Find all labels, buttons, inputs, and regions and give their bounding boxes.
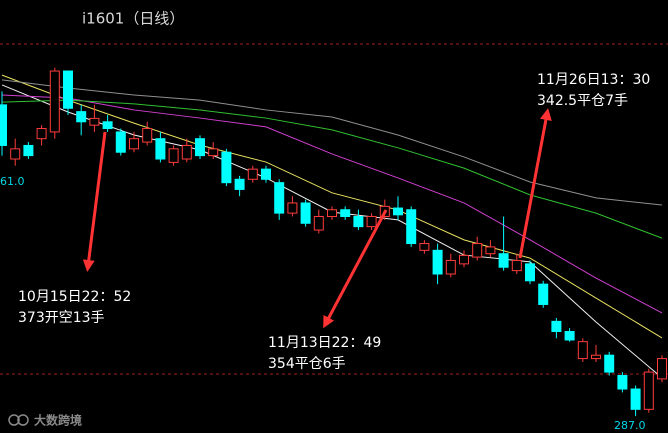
- candle-body: [511, 259, 522, 272]
- candle-body: [459, 254, 469, 265]
- candle-body: [551, 320, 562, 333]
- candle-body: [234, 178, 245, 190]
- candle-body: [340, 209, 351, 217]
- annotation-arrow: [82, 131, 107, 272]
- annotation-text: 10月15日22：52: [18, 289, 131, 305]
- candle-body: [604, 354, 615, 373]
- candle-body: [129, 138, 139, 150]
- candle-body: [393, 207, 403, 216]
- candle-body: [36, 128, 47, 140]
- moving-average: [1, 79, 663, 206]
- candle-body: [63, 70, 73, 109]
- annotation-text: 342.5平仓7手: [537, 93, 628, 109]
- annotation-arrow: [518, 108, 552, 259]
- moving-average: [1, 99, 663, 239]
- candle-body: [406, 209, 417, 245]
- candle-body: [102, 121, 113, 130]
- annotation-text: 354平仓6手: [268, 356, 346, 372]
- annotation-arrow: [323, 209, 388, 329]
- candle-body: [445, 259, 456, 275]
- candle-body: [577, 341, 588, 360]
- annotation-text: 373开空13手: [18, 310, 105, 326]
- candle-body: [485, 246, 496, 255]
- candle-body: [155, 138, 166, 160]
- candle-body: [195, 138, 205, 157]
- annotation-text: 11月26日13：30: [537, 72, 650, 88]
- candle-body: [274, 182, 285, 214]
- candle-body: [49, 70, 60, 133]
- candle-body: [657, 358, 667, 380]
- candle-body: [208, 148, 219, 157]
- candle-body: [564, 331, 575, 341]
- candle-body: [23, 144, 34, 157]
- chart-title: i1601（日线）: [82, 10, 184, 28]
- candle-body: [525, 263, 535, 282]
- moving-average: [1, 84, 663, 379]
- candle-body: [313, 216, 324, 231]
- candle-body: [168, 148, 179, 163]
- watermark-logo: [8, 414, 29, 426]
- candle-body: [76, 111, 87, 123]
- candle-body: [498, 253, 509, 268]
- candle-body: [591, 354, 601, 360]
- candle-body: [419, 243, 430, 251]
- annotation-text: 11月13日22：49: [268, 335, 381, 351]
- watermark: 大数跨境: [34, 413, 82, 428]
- candle-body: [630, 388, 641, 410]
- candle-body: [472, 243, 483, 258]
- candle-body: [432, 249, 443, 275]
- candle-body: [300, 202, 311, 224]
- candle-body: [142, 128, 153, 143]
- high-marker: 61.0: [0, 175, 25, 188]
- candle-body: [89, 117, 100, 126]
- candle-body: [181, 144, 192, 160]
- candle-body: [115, 131, 126, 153]
- candle-body: [287, 202, 298, 214]
- candle-body: [366, 216, 377, 228]
- candle-body: [221, 151, 232, 184]
- candle-body: [643, 371, 654, 410]
- candle-body: [617, 374, 628, 390]
- candle-body: [10, 148, 21, 160]
- candle-body: [261, 168, 271, 180]
- candle-body: [353, 216, 364, 228]
- low-marker: 287.0: [614, 419, 646, 432]
- candle-body: [538, 283, 549, 305]
- candle-body: [247, 168, 258, 180]
- moving-average: [1, 94, 663, 314]
- candle-body: [0, 104, 7, 146]
- candle-body: [327, 209, 337, 217]
- moving-average: [1, 74, 663, 339]
